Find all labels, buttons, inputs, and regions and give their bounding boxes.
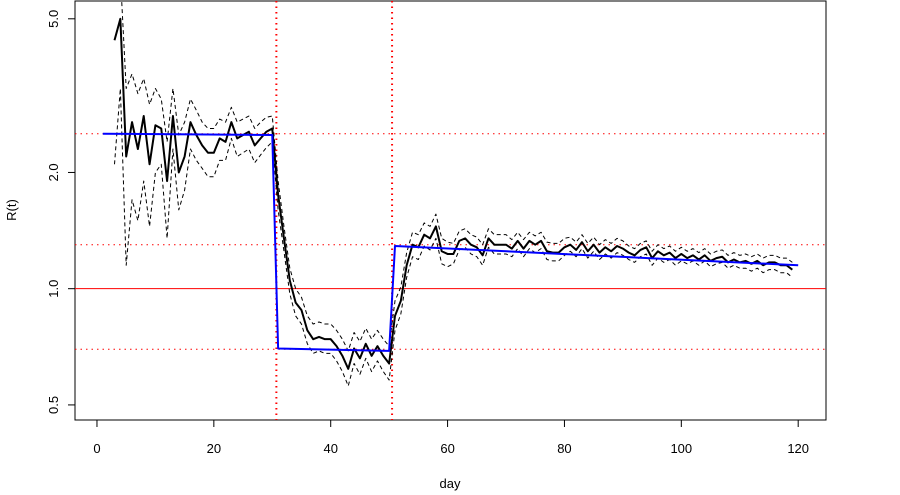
y-tick-label: 1.0 <box>46 280 61 298</box>
plot-area <box>75 1 826 420</box>
x-tick-label: 120 <box>787 441 809 456</box>
series-line <box>113 17 793 370</box>
y-tick-label: 0.5 <box>46 396 61 414</box>
x-tick-label: 0 <box>93 441 100 456</box>
x-tick-label: 100 <box>670 441 692 456</box>
x-tick-label: 80 <box>557 441 571 456</box>
x-axis-label: day <box>440 476 461 491</box>
y-axis-label: R(t) <box>4 199 19 221</box>
x-tick-label: 60 <box>440 441 454 456</box>
plot-frame <box>74 0 827 421</box>
y-tick-label: 2.0 <box>46 163 61 181</box>
series-line <box>114 87 793 387</box>
x-tick-label: 40 <box>323 441 337 456</box>
series-line <box>121 1 793 352</box>
series-line <box>102 132 799 352</box>
x-tick-label: 20 <box>207 441 221 456</box>
y-tick-label: 5.0 <box>46 10 61 28</box>
